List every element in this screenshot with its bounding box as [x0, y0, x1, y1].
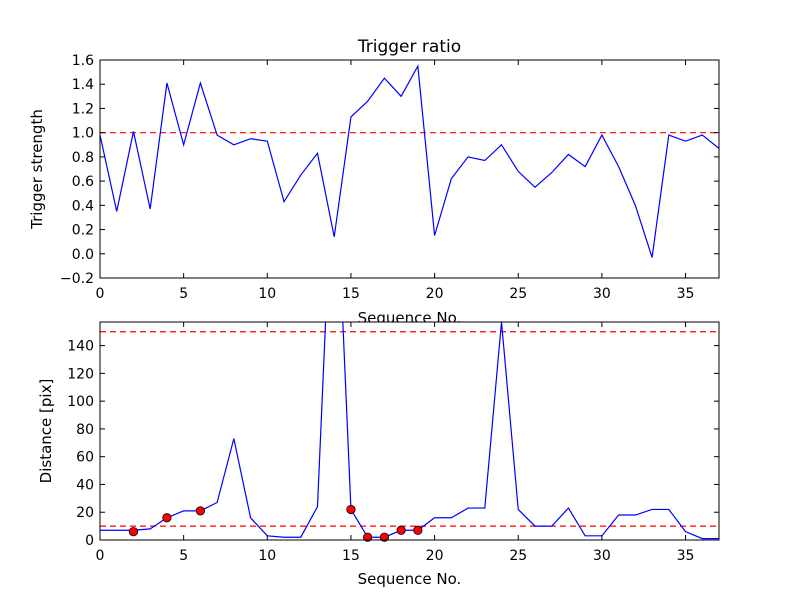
trigger-ratio-plot: Trigger ratio 0 5 10 15 20 25 30 35 −0.2 0.0 0.2 0.… [28, 37, 720, 327]
data-point-marker [128, 527, 139, 537]
y-tick-label: 80 [76, 422, 94, 438]
distance-plot: 0 5 10 15 20 25 30 35 0 20 40 60 80 100 120 140 Sequence… [37, 321, 720, 588]
y-tick-label: 40 [76, 477, 94, 493]
y-tick-label: 1.6 [72, 53, 94, 69]
x-tick-label: 25 [509, 548, 527, 564]
data-point-marker [396, 525, 406, 535]
y-axis-label: Distance [pix] [37, 379, 55, 484]
x-tick-label: 10 [258, 548, 276, 564]
y-tick-label: 1.2 [72, 101, 94, 117]
y-tick-label: 1.4 [72, 77, 94, 93]
y-tick-label: 100 [67, 394, 94, 410]
x-tick-label: 35 [677, 286, 695, 302]
y-tick-label: 20 [76, 505, 94, 521]
data-point-marker [195, 506, 205, 516]
plot-area [100, 64, 719, 258]
x-tick-label: 30 [593, 548, 611, 564]
x-tick-label: 15 [342, 286, 360, 302]
plot-background [100, 322, 719, 540]
y-tick-label: 120 [67, 366, 94, 382]
data-point-marker [413, 525, 423, 535]
y-tick-label: 0.2 [72, 223, 94, 239]
x-tick-label: 20 [426, 548, 444, 564]
y-tick-label: 0.0 [72, 247, 94, 263]
x-tick-label: 5 [179, 548, 188, 564]
y-tick-label: −0.2 [60, 271, 94, 287]
data-point-marker [363, 532, 373, 542]
y-tick-label: 140 [67, 339, 94, 355]
y-tick-label: 1.0 [72, 126, 94, 142]
x-tick-label: 30 [593, 286, 611, 302]
y-tick-label: 0.8 [72, 150, 94, 166]
chart-title: Trigger ratio [357, 37, 461, 57]
x-tick-label: 10 [258, 286, 276, 302]
x-tick-label: 0 [96, 286, 105, 302]
x-tick-label: 5 [179, 286, 188, 302]
y-tick-label: 0 [85, 533, 94, 549]
x-axis-label: Sequence No. [358, 570, 462, 588]
axes-frame [99, 59, 720, 279]
x-tick-label: 15 [342, 548, 360, 564]
x-tick-label: 35 [677, 548, 695, 564]
x-tick-label: 25 [509, 286, 527, 302]
series-line [100, 64, 719, 258]
y-tick-label: 60 [76, 450, 94, 466]
x-tick-label: 20 [426, 286, 444, 302]
x-tick-label: 0 [96, 548, 105, 564]
y-tick-label: 0.6 [72, 174, 94, 190]
y-tick-label: 0.4 [72, 198, 94, 214]
y-axis-label: Trigger strength [28, 109, 46, 230]
data-point-marker [346, 504, 356, 515]
axes-frame [99, 321, 720, 541]
data-point-marker [379, 532, 390, 542]
data-point-marker [162, 513, 172, 523]
